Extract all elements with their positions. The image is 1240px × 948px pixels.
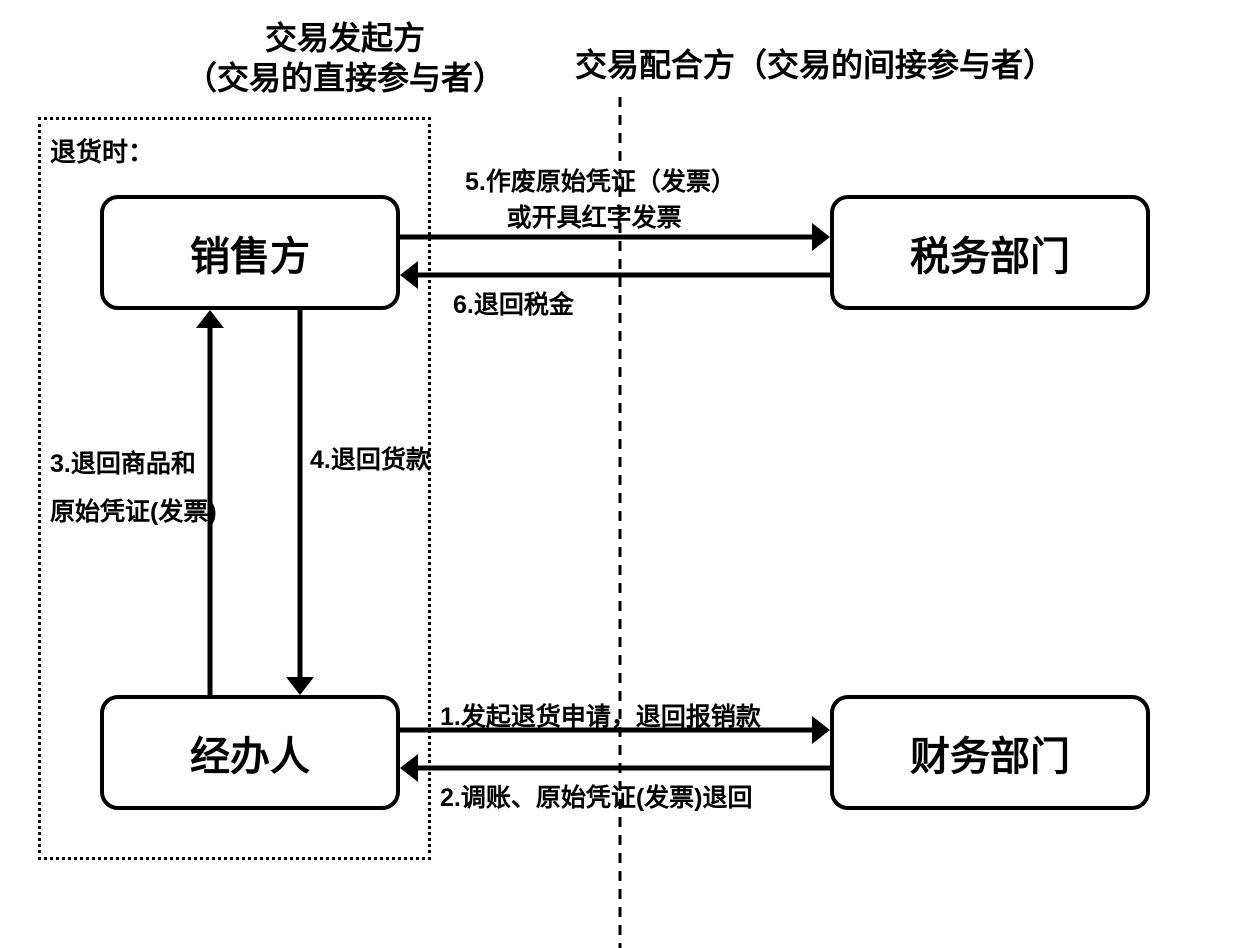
header-left: 交易发起方 （交易的直接参与者） [185, 18, 505, 98]
edge-label-4: 4.退回货款 [310, 440, 431, 476]
header-right: 交易配合方（交易的间接参与者） [575, 40, 1055, 86]
edge-label-5: 5.作废原始凭证（发票） 或开具红字发票 [465, 162, 736, 234]
header-left-line2: （交易的直接参与者） [185, 58, 505, 98]
node-agent: 经办人 [100, 695, 400, 810]
node-seller: 销售方 [100, 195, 400, 310]
node-finance: 财务部门 [830, 695, 1150, 810]
edge-label-6: 6.退回税金 [453, 285, 574, 321]
edge-label-1: 1.发起退货申请，退回报销款 [440, 697, 761, 733]
initiator-group-label: 退货时： [50, 132, 154, 169]
node-tax: 税务部门 [830, 195, 1150, 310]
header-left-line1: 交易发起方 [185, 18, 505, 58]
edge-label-3: 3.退回商品和 原始凭证(发票) [50, 440, 217, 536]
edge-label-2: 2.调账、原始凭证(发票)退回 [440, 778, 753, 814]
